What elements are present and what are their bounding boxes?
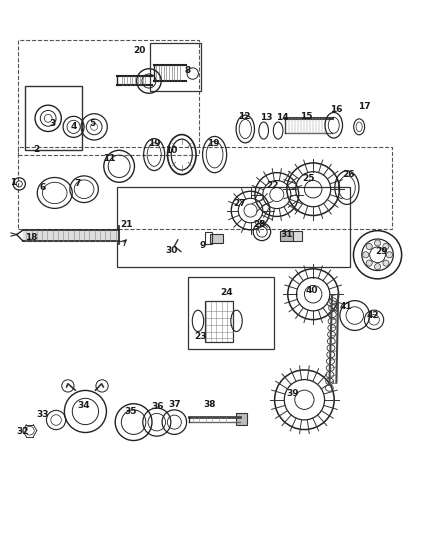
Text: 19: 19 <box>148 140 160 148</box>
Bar <box>236 413 247 425</box>
Text: 23: 23 <box>194 333 207 341</box>
Bar <box>18 147 392 229</box>
Text: 3: 3 <box>49 119 56 128</box>
Text: 13: 13 <box>260 113 272 122</box>
Text: 6: 6 <box>40 183 46 192</box>
Bar <box>25 86 82 150</box>
Circle shape <box>366 260 372 266</box>
Text: 7: 7 <box>75 180 81 188</box>
Text: 38: 38 <box>203 400 215 408</box>
Text: 22: 22 <box>266 181 279 190</box>
Text: 2: 2 <box>33 145 39 154</box>
Text: 4: 4 <box>71 123 77 131</box>
Polygon shape <box>23 230 119 241</box>
Text: 36: 36 <box>152 402 164 410</box>
Text: 5: 5 <box>89 119 95 128</box>
Circle shape <box>386 252 392 258</box>
Text: 24: 24 <box>221 288 233 296</box>
Text: 19: 19 <box>208 140 220 148</box>
Bar <box>280 231 293 241</box>
Bar <box>210 234 223 243</box>
Text: 9: 9 <box>199 241 205 249</box>
Text: 28: 28 <box>253 221 265 229</box>
Circle shape <box>363 252 369 258</box>
Text: 34: 34 <box>78 401 90 409</box>
Bar <box>205 301 233 342</box>
Text: 37: 37 <box>168 400 180 408</box>
Text: 15: 15 <box>300 112 313 120</box>
Text: 40: 40 <box>306 286 318 295</box>
Text: 26: 26 <box>342 171 354 179</box>
Circle shape <box>374 240 381 246</box>
Text: 10: 10 <box>166 146 178 155</box>
Text: 1: 1 <box>10 178 16 187</box>
Text: 30: 30 <box>166 246 178 255</box>
Circle shape <box>383 244 389 249</box>
Bar <box>293 231 302 241</box>
Text: 11: 11 <box>103 155 116 163</box>
Text: 16: 16 <box>330 105 343 114</box>
Bar <box>205 232 212 244</box>
Text: 39: 39 <box>286 389 299 398</box>
Text: 31: 31 <box>281 230 293 239</box>
Bar <box>117 187 350 266</box>
Circle shape <box>383 260 389 266</box>
Text: 25: 25 <box>303 174 315 183</box>
Text: 17: 17 <box>358 102 371 111</box>
Text: 20: 20 <box>133 46 145 55</box>
Circle shape <box>366 244 372 249</box>
Text: 18: 18 <box>25 233 38 241</box>
Text: 29: 29 <box>376 247 388 256</box>
Bar <box>150 43 201 91</box>
Bar <box>18 40 199 155</box>
Text: 27: 27 <box>234 199 246 208</box>
Text: 33: 33 <box>37 410 49 419</box>
Text: 14: 14 <box>276 113 289 122</box>
Text: 35: 35 <box>124 407 137 416</box>
Text: 41: 41 <box>340 302 352 311</box>
Text: 8: 8 <box>184 66 191 75</box>
Text: 21: 21 <box>120 221 132 229</box>
Bar <box>188 277 274 349</box>
Text: 42: 42 <box>367 311 379 320</box>
Text: 12: 12 <box>238 112 251 120</box>
Circle shape <box>374 263 381 270</box>
Text: 32: 32 <box>17 427 29 436</box>
